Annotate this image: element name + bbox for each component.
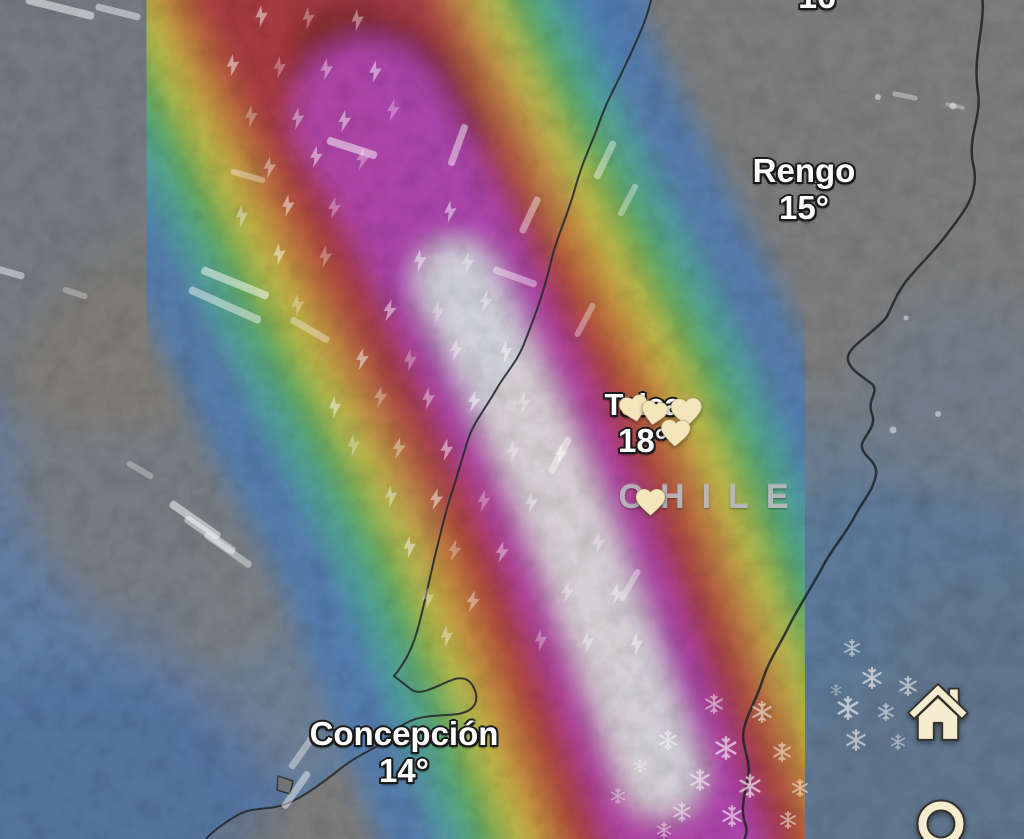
search-icon bbox=[916, 799, 966, 839]
city-name: Rengo bbox=[752, 152, 856, 190]
city-label-talca[interactable]: Talca 18° bbox=[605, 387, 682, 460]
heart-icon bbox=[634, 488, 666, 517]
city-name: Concepción bbox=[309, 715, 499, 753]
snow-glints bbox=[875, 94, 957, 434]
home-button[interactable] bbox=[906, 682, 970, 743]
heart-icon bbox=[669, 397, 702, 428]
city-temp: 18° bbox=[618, 421, 668, 459]
home-icon bbox=[907, 683, 969, 741]
coastline bbox=[205, 0, 653, 839]
city-temp: 15° bbox=[779, 189, 829, 226]
city-label-concepcion[interactable]: Concepción 14° bbox=[309, 715, 499, 790]
border-line bbox=[741, 0, 984, 839]
city-label-rengo[interactable]: Rengo 15° bbox=[752, 152, 856, 227]
heart-icon bbox=[641, 399, 668, 426]
city-temp-partial[interactable]: 16 bbox=[798, 0, 836, 16]
city-temp: 14° bbox=[379, 752, 429, 789]
search-button[interactable] bbox=[915, 798, 967, 839]
heart-icon bbox=[660, 419, 691, 448]
